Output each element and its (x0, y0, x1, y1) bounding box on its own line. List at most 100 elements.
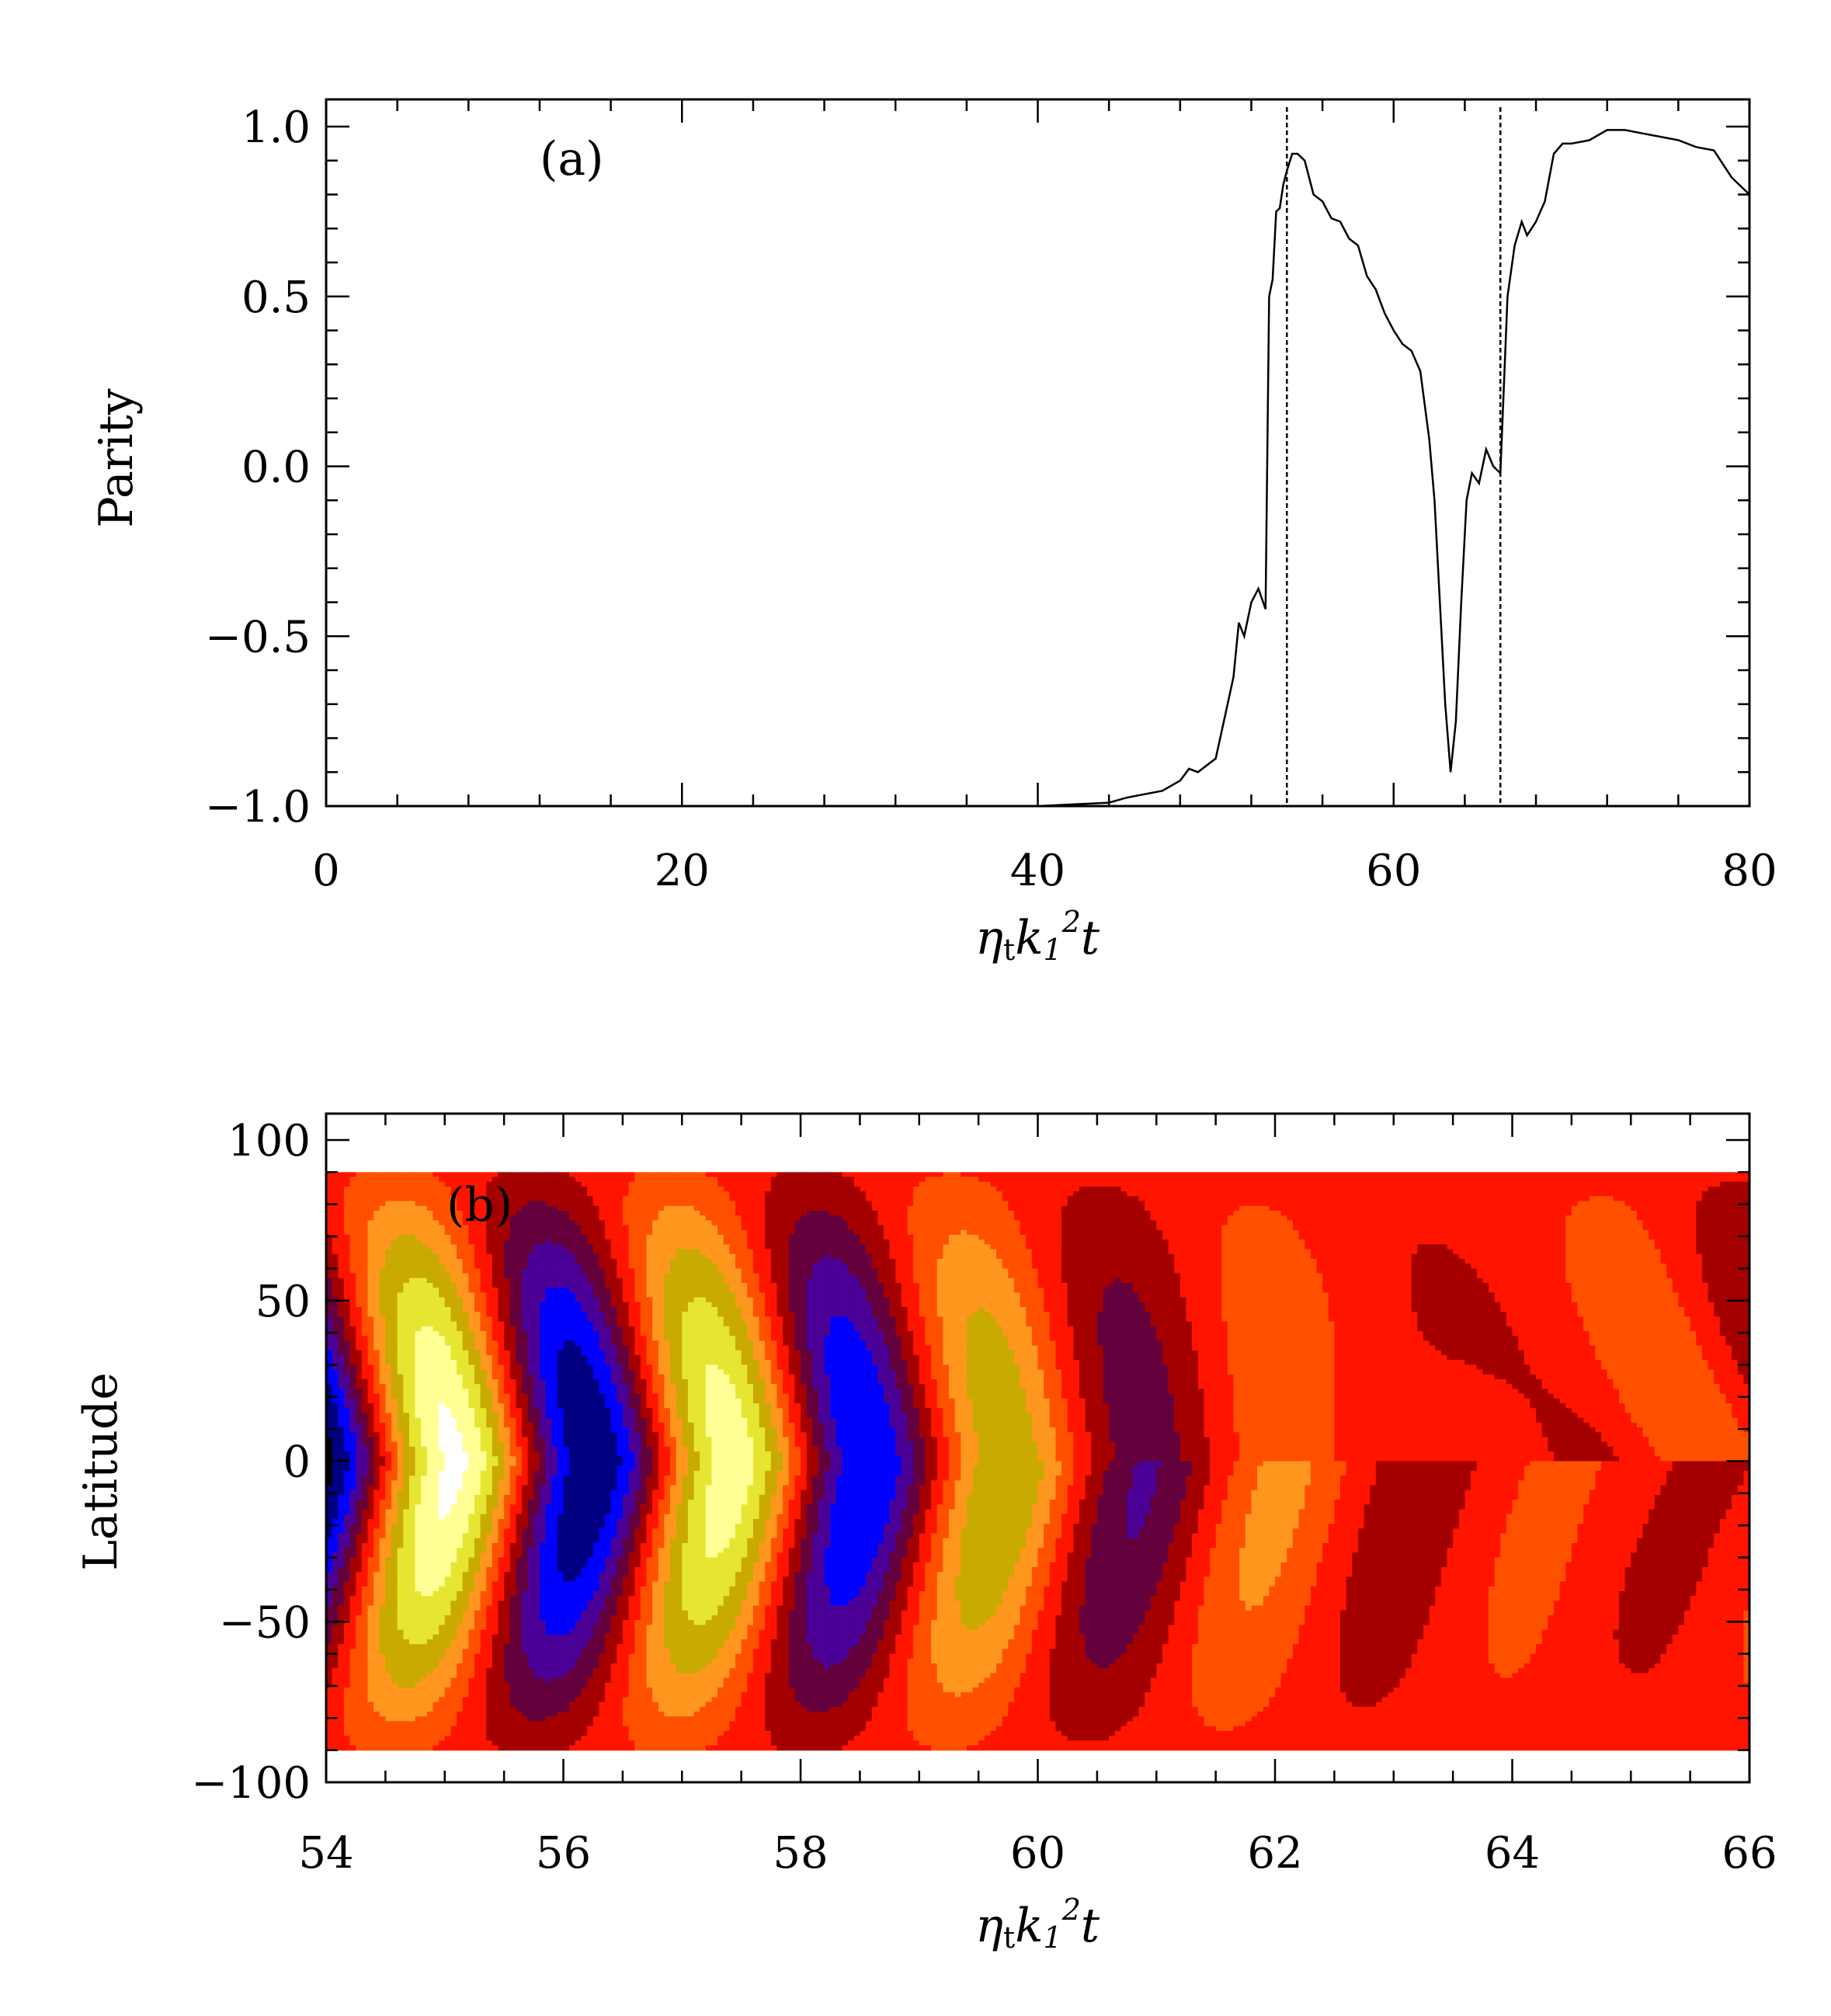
heatmap-cell (1388, 1215, 1394, 1221)
heatmap-cell (623, 1230, 629, 1236)
heatmap-cell (474, 1172, 481, 1177)
heatmap-cell (1228, 1191, 1234, 1197)
heatmap-cell (1352, 1215, 1358, 1221)
heatmap-cell (1263, 1235, 1270, 1240)
heatmap-cell (1613, 1187, 1619, 1192)
heatmap-cell (658, 1172, 665, 1177)
heatmap-cell (1293, 1206, 1299, 1211)
heatmap-cell (1453, 1187, 1459, 1192)
heatmap-cell (735, 1196, 742, 1201)
heatmap-cell (724, 1182, 730, 1187)
heatmap-cell (694, 1244, 700, 1250)
heatmap-cell (700, 1235, 706, 1240)
heatmap-cell (1169, 1220, 1175, 1225)
heatmap-cell (902, 1244, 908, 1250)
heatmap-cell (634, 1206, 641, 1211)
heatmap-cell (759, 1182, 766, 1187)
heatmap-cell (415, 1220, 422, 1225)
heatmap-cell (1578, 1206, 1584, 1211)
heatmap-cell (1495, 1206, 1501, 1211)
heatmap-cell (546, 1196, 552, 1201)
heatmap-cell (1412, 1196, 1418, 1201)
heatmap-cell (551, 1172, 558, 1177)
heatmap-cell (735, 1187, 742, 1192)
heatmap-cell (1246, 1211, 1252, 1216)
heatmap-cell (1127, 1220, 1133, 1225)
heatmap-cell (1275, 1220, 1281, 1225)
heatmap-cell (593, 1191, 599, 1197)
heatmap-cell (1459, 1220, 1465, 1225)
heatmap-cell (658, 1235, 665, 1240)
heatmap-cell (765, 1220, 771, 1225)
heatmap-cell (1079, 1191, 1086, 1197)
heatmap-cell (1050, 1225, 1056, 1231)
heatmap-cell (1590, 1235, 1596, 1240)
heatmap-cell (1026, 1191, 1032, 1197)
heatmap-cell (1073, 1201, 1079, 1207)
heatmap-cell (1192, 1191, 1198, 1197)
heatmap-cell (1500, 1235, 1506, 1240)
heatmap-cell (1334, 1244, 1340, 1250)
heatmap-cell (1518, 1239, 1524, 1245)
heatmap-cell (1133, 1177, 1139, 1183)
heatmap-cell (1725, 1220, 1732, 1225)
heatmap-cell (1091, 1220, 1097, 1225)
heatmap-cell (747, 1215, 753, 1221)
heatmap-cell (1014, 1196, 1020, 1201)
heatmap-cell (564, 1235, 570, 1240)
heatmap-cell (978, 1225, 985, 1231)
heatmap-cell (747, 1206, 753, 1211)
heatmap-cell (1204, 1244, 1210, 1250)
heatmap-cell (652, 1172, 658, 1177)
heatmap-cell (860, 1230, 866, 1236)
heatmap-cell (818, 1211, 825, 1216)
heatmap-cell (866, 1220, 872, 1225)
heatmap-cell (848, 1225, 854, 1231)
heatmap-cell (943, 1172, 949, 1177)
heatmap-cell (1026, 1220, 1032, 1225)
heatmap-cell (836, 1177, 843, 1183)
heatmap-cell (872, 1191, 878, 1197)
heatmap-cell (913, 1239, 919, 1245)
heatmap-cell (1464, 1177, 1471, 1183)
heatmap-cell (1120, 1191, 1127, 1197)
heatmap-cell (1637, 1172, 1643, 1177)
heatmap-cell (1506, 1177, 1513, 1183)
heatmap-cell (546, 1215, 552, 1221)
heatmap-cell (1020, 1177, 1027, 1183)
heatmap-cell (925, 1239, 931, 1245)
heatmap-cell (711, 1187, 717, 1192)
heatmap-cell (931, 1244, 937, 1250)
heatmap-cell (1399, 1220, 1405, 1225)
heatmap-cell (611, 1177, 617, 1183)
heatmap-cell (1026, 1201, 1032, 1207)
heatmap-cell (664, 1206, 670, 1211)
heatmap-cell (783, 1215, 789, 1221)
heatmap-cell (1204, 1196, 1210, 1201)
heatmap-cell (1417, 1196, 1423, 1201)
heatmap-cell (1026, 1225, 1032, 1231)
heatmap-cell (1435, 1206, 1441, 1211)
heatmap-cell (1578, 1182, 1584, 1187)
heatmap-cell (1738, 1177, 1744, 1183)
heatmap-cell (1133, 1235, 1139, 1240)
heatmap-cell (706, 1177, 712, 1183)
heatmap-cell (1702, 1239, 1708, 1245)
heatmap-cell (907, 1182, 913, 1187)
heatmap-cell (528, 1182, 534, 1187)
heatmap-cell (955, 1225, 961, 1231)
heatmap-cell (1725, 1239, 1732, 1245)
heatmap-cell (682, 1225, 688, 1231)
heatmap-cell (1086, 1206, 1092, 1211)
heatmap-cell (1495, 1230, 1501, 1236)
heatmap-cell (558, 1225, 564, 1231)
heatmap-cell (919, 1191, 926, 1197)
heatmap-cell (1453, 1182, 1459, 1187)
heatmap-cell (641, 1220, 647, 1225)
heatmap-cell (1352, 1244, 1358, 1250)
heatmap-cell (1412, 1239, 1418, 1245)
heatmap-cell (1287, 1187, 1293, 1192)
heatmap-cell (1477, 1191, 1483, 1197)
heatmap-cell (581, 1235, 587, 1240)
heatmap-cell (700, 1225, 706, 1231)
